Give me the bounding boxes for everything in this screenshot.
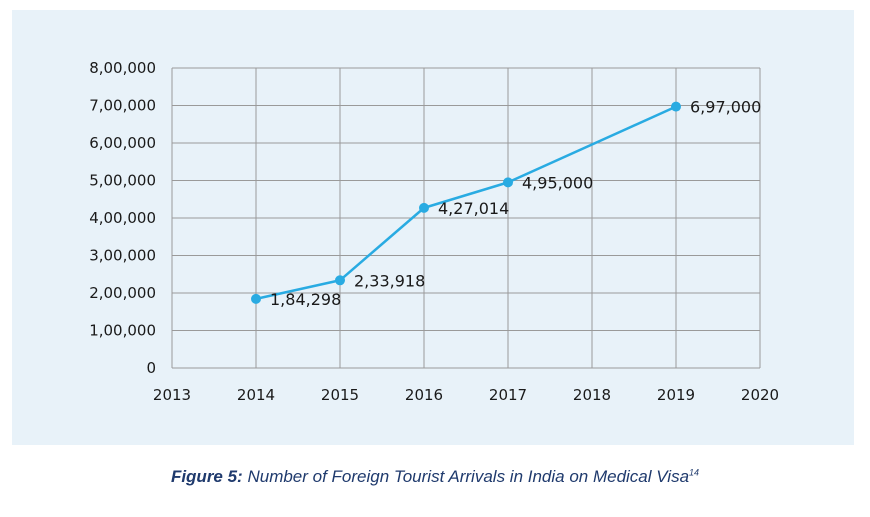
axes: 0 1,00,000 2,00,000 3,00,000 4,00,000 5,00,00… bbox=[89, 59, 779, 404]
y-tick-label: 1,00,000 bbox=[89, 322, 156, 340]
data-labels: 1,84,298 2,33,918 4,27,014 4,95,000 6,97,000 bbox=[270, 98, 761, 309]
x-tick-label: 2016 bbox=[405, 386, 443, 404]
y-tick-label: 8,00,000 bbox=[89, 59, 156, 77]
grid bbox=[172, 67, 761, 368]
x-tick-label: 2013 bbox=[153, 386, 191, 404]
figure-caption: Figure 5: Number of Foreign Tourist Arri… bbox=[0, 467, 870, 487]
data-label: 4,27,014 bbox=[438, 199, 509, 218]
data-point bbox=[671, 101, 681, 112]
data-point bbox=[335, 275, 345, 286]
data-point bbox=[503, 177, 513, 188]
x-tick-label: 2020 bbox=[741, 386, 779, 404]
series bbox=[251, 101, 681, 304]
y-tick-label: 7,00,000 bbox=[89, 97, 156, 115]
line-chart: 0 1,00,000 2,00,000 3,00,000 4,00,000 5,00,00… bbox=[89, 59, 779, 404]
y-tick-label: 5,00,000 bbox=[89, 172, 156, 190]
data-label: 4,95,000 bbox=[522, 173, 593, 192]
data-label: 2,33,918 bbox=[354, 271, 425, 290]
data-point bbox=[419, 202, 429, 213]
x-tick-label: 2017 bbox=[489, 386, 527, 404]
y-tick-label: 0 bbox=[146, 359, 156, 377]
caption-footnote: 14 bbox=[689, 467, 700, 478]
chart-panel: 0 1,00,000 2,00,000 3,00,000 4,00,000 5,00,00… bbox=[12, 10, 854, 445]
caption-text: Number of Foreign Tourist Arrivals in In… bbox=[242, 467, 690, 486]
x-tick-label: 2018 bbox=[573, 386, 611, 404]
y-tick-label: 6,00,000 bbox=[89, 134, 156, 152]
y-tick-label: 2,00,000 bbox=[89, 284, 156, 302]
data-point bbox=[251, 293, 261, 304]
data-label: 6,97,000 bbox=[690, 98, 761, 117]
x-tick-label: 2019 bbox=[657, 386, 695, 404]
y-tick-label: 4,00,000 bbox=[89, 209, 156, 227]
data-label: 1,84,298 bbox=[270, 290, 341, 309]
x-tick-label: 2015 bbox=[321, 386, 359, 404]
caption-label: Figure 5: bbox=[170, 467, 243, 486]
x-tick-label: 2014 bbox=[237, 386, 275, 404]
y-tick-label: 3,00,000 bbox=[89, 247, 156, 265]
